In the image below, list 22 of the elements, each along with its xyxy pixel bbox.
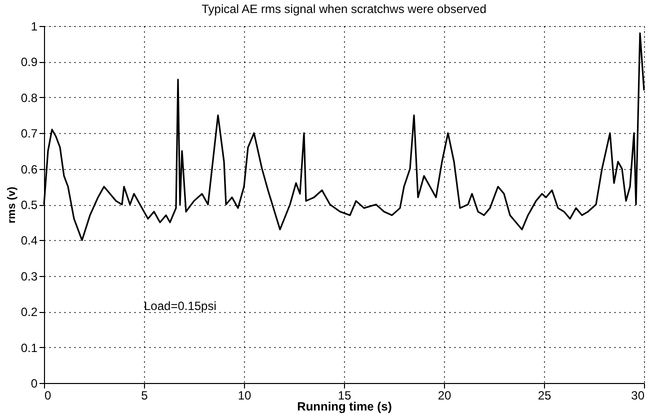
y-axis-title: rms (v): [6, 186, 18, 224]
y-tick-label: 0.7: [20, 126, 38, 141]
y-tick-label: 0.8: [20, 90, 38, 105]
x-tick-label: 10: [238, 388, 252, 402]
x-axis-title: Running time (s): [297, 400, 392, 414]
annotation: Load=0.15psi: [144, 299, 216, 313]
y-tick-label: 0.1: [20, 340, 38, 355]
y-tick-label: 0.3: [20, 269, 38, 284]
y-tick-label: 1: [30, 20, 38, 34]
y-tick-label: 0: [30, 376, 38, 390]
y-tick-label: 0.5: [20, 198, 38, 212]
x-tick-label: 30: [631, 388, 645, 402]
x-tick-label: 15: [338, 388, 352, 402]
x-tick-label: 5: [141, 388, 148, 402]
chart-title: Typical AE rms signal when scratchws were observed: [202, 2, 486, 16]
x-tick-label: 0: [44, 388, 52, 402]
y-tick-label: 0.6: [20, 162, 38, 176]
x-tick-label: 20: [438, 388, 452, 402]
x-tick-label: 25: [538, 388, 552, 402]
y-tick-label: 0.4: [20, 234, 38, 248]
y-tick-label: 0.9: [20, 55, 38, 70]
y-tick-label: 0.2: [20, 305, 38, 320]
